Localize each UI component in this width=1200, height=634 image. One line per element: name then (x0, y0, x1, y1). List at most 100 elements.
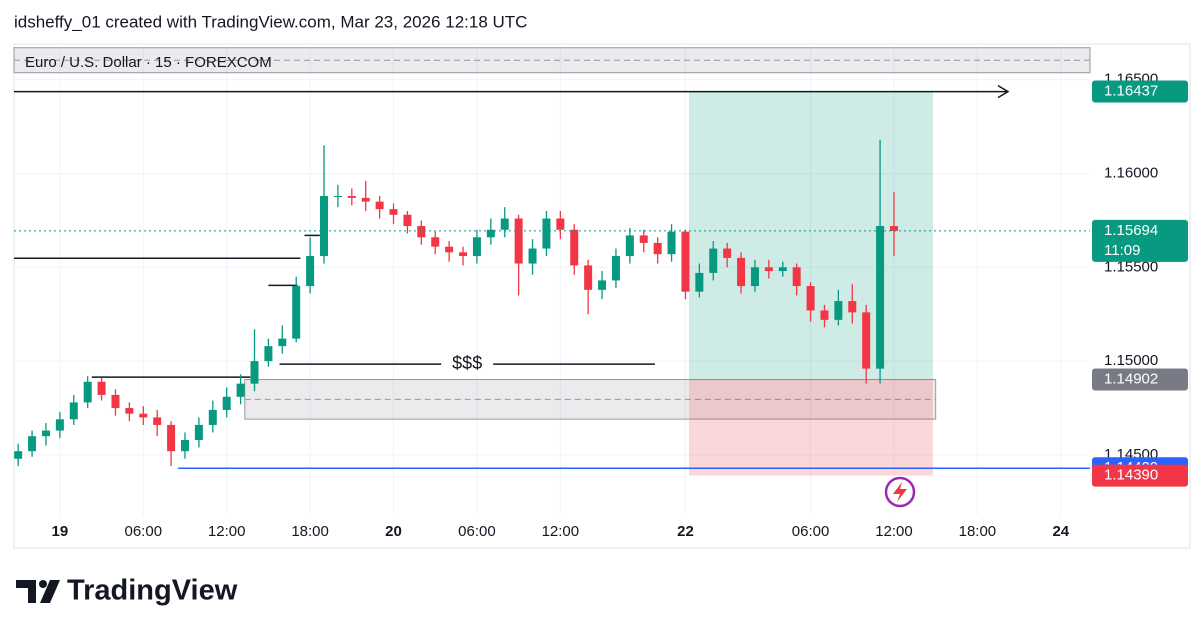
price-tag-label: 1.14390 (1104, 467, 1158, 484)
candle-body (737, 257, 746, 287)
candle-body (417, 226, 426, 238)
candle-body (83, 381, 92, 403)
candle-body (389, 209, 398, 215)
candle-body (167, 424, 176, 452)
candle-body (500, 218, 509, 230)
candle-body (180, 439, 189, 452)
candle-body (361, 197, 370, 202)
x-tick-label: 12:00 (875, 523, 913, 540)
candle-body (14, 451, 23, 459)
x-tick-label: 06:00 (792, 523, 830, 540)
x-tick-label: 12:00 (542, 523, 580, 540)
y-tick-label: 1.16000 (1104, 164, 1158, 181)
candle-body (750, 267, 759, 287)
candle-body (431, 237, 440, 247)
price-tag-label: 1.16437 (1104, 82, 1158, 99)
candle-body (347, 195, 356, 198)
x-tick-label: 22 (677, 523, 694, 540)
candle-body (445, 246, 454, 253)
price-tag (1092, 80, 1188, 103)
candle-body (97, 381, 106, 395)
candle-body (862, 312, 871, 369)
candle-body (69, 402, 78, 420)
candle-body (278, 338, 287, 347)
candle-body (139, 413, 148, 418)
price-tag (1092, 368, 1188, 391)
candle-body (695, 272, 704, 292)
candle-body (333, 195, 342, 197)
price-tag-label: 1.15694 (1104, 222, 1158, 239)
candle-body (764, 267, 773, 272)
y-tick-label: 1.15500 (1104, 258, 1158, 275)
candle-body (848, 301, 857, 313)
candle-body (28, 436, 37, 452)
candle-body (208, 409, 217, 425)
x-tick-label: 06:00 (458, 523, 496, 540)
candle-body (264, 346, 273, 362)
candle-body (792, 267, 801, 287)
candle-body (876, 226, 885, 369)
candle-body (222, 396, 231, 410)
zone (13, 47, 1091, 74)
candle-body (806, 286, 815, 311)
x-tick-label: 24 (1052, 523, 1069, 540)
candle-body (375, 201, 384, 210)
price-tag (1092, 219, 1188, 262)
candle-body (125, 408, 134, 414)
alert-icon (884, 476, 916, 508)
candle-body (41, 430, 50, 437)
candle-body (625, 235, 634, 257)
price-tag-label: 1.14902 (1104, 370, 1158, 387)
candle-body (570, 229, 579, 266)
candle-body (834, 301, 843, 320)
candle-body (194, 424, 203, 440)
x-tick-label: 06:00 (125, 523, 163, 540)
candle-body (820, 310, 829, 320)
logo-text: TradingView (67, 575, 238, 607)
candle-body (778, 267, 787, 272)
candle-body (459, 252, 468, 257)
x-tick-label: 18:00 (959, 523, 997, 540)
candle-body (250, 361, 259, 384)
position-stop (688, 379, 933, 476)
x-tick-label: 18:00 (291, 523, 329, 540)
price-tag (1092, 464, 1188, 487)
position-target (688, 91, 933, 380)
candle-body (542, 218, 551, 249)
candle-body (611, 256, 620, 281)
candle-body (709, 248, 718, 273)
candle-body (528, 248, 537, 264)
candle-body (472, 237, 481, 257)
level-text: $$$ (452, 353, 482, 373)
level-text-bg (441, 354, 494, 375)
y-tick-label: 1.15000 (1104, 352, 1158, 369)
candle-body (111, 394, 120, 409)
candle-body (306, 256, 315, 287)
candle-body (598, 280, 607, 290)
candle-body (681, 231, 690, 292)
candle-body (486, 229, 495, 238)
legend: Euro / U.S. Dollar · 15 · FOREXCOM (25, 54, 272, 71)
candle-body (653, 242, 662, 255)
candle-body (889, 226, 898, 231)
price-tag-sublabel: 11:09 (1104, 242, 1140, 259)
candle-body (667, 231, 676, 255)
candle-body (55, 419, 64, 431)
x-tick-label: 12:00 (208, 523, 246, 540)
candle-body (153, 417, 162, 425)
candle-body (292, 286, 301, 339)
candle-body (556, 218, 565, 230)
candle-body (403, 214, 412, 227)
candle-body (236, 383, 245, 397)
candle-body (584, 265, 593, 290)
candle-body (514, 218, 523, 264)
candle-body (723, 248, 732, 258)
candle-body (639, 235, 648, 243)
header: idsheffy_01 created with TradingView.com… (14, 12, 527, 31)
chart-frame (13, 43, 1191, 549)
candle-body (320, 195, 329, 257)
x-tick-label: 20 (385, 523, 402, 540)
